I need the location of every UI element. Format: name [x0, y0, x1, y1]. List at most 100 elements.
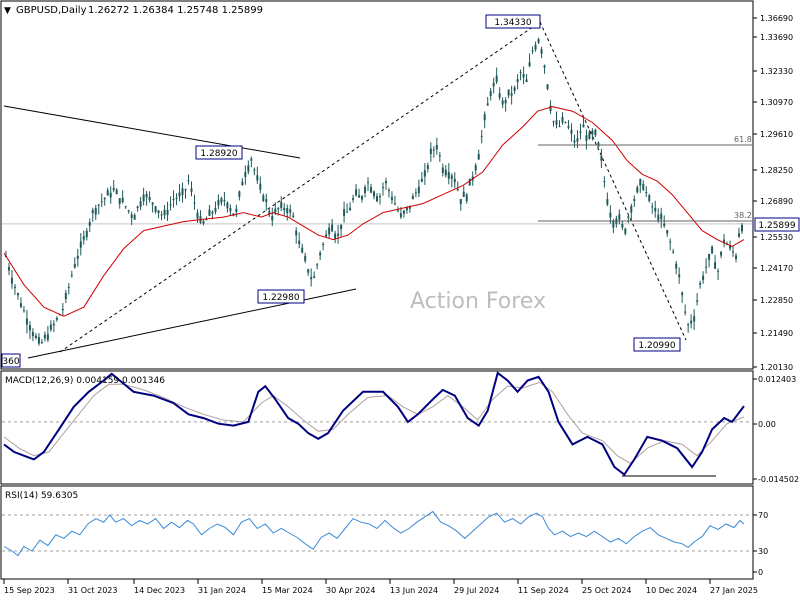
candle-body [600, 156, 603, 161]
price-label: 360 [2, 357, 19, 367]
candle-body [450, 175, 453, 179]
candle-body [286, 208, 289, 214]
candle-body [723, 239, 726, 243]
date-tick-label: 30 Apr 2024 [326, 586, 375, 595]
candle-body [40, 342, 43, 344]
candle-body [684, 311, 687, 313]
candle-body [19, 303, 22, 307]
candle-body [289, 209, 292, 213]
rsi-line [3, 510, 745, 557]
candle-body [73, 263, 76, 268]
price-label: 1.28920 [200, 149, 237, 159]
candle-body [121, 197, 124, 203]
candle-body [702, 275, 705, 281]
candle-body [337, 233, 340, 236]
macd-signal-line [3, 381, 745, 464]
candle-body [657, 214, 660, 221]
candle-body [435, 145, 438, 150]
candle-body [226, 202, 229, 209]
candle-body [543, 65, 546, 68]
price-tick-label: 1.28250 [760, 166, 793, 175]
candle-body [82, 236, 85, 240]
trendlines [3, 21, 687, 359]
upper-trendline [3, 105, 301, 159]
candle-body [268, 211, 271, 215]
candle-body [250, 158, 253, 161]
price-annotations: 1.34330 1.28920 1.22980 1.20990 1.25899 360 [1, 14, 800, 368]
candle-body [711, 246, 714, 254]
rsi-tick-label: 70 [758, 511, 768, 520]
date-tick-label: 14 Dec 2023 [134, 586, 185, 595]
date-x-axis: 15 Sep 2023 31 Oct 2023 14 Dec 2023 31 Jan … [3, 579, 758, 595]
date-tick-label: 31 Oct 2023 [68, 586, 117, 595]
date-tick-label: 15 Sep 2023 [4, 586, 55, 595]
candle-body [462, 191, 465, 197]
candle-body [307, 269, 310, 273]
candle-body [55, 317, 58, 320]
candle-body [262, 195, 265, 201]
date-tick-label: 29 Jul 2024 [454, 586, 499, 595]
candle-body [588, 132, 591, 140]
candle-body [429, 148, 432, 155]
macd-title: MACD(12,26,9) 0.004159 0.001346 [5, 376, 165, 386]
candle-body [283, 208, 286, 211]
candle-body [220, 198, 223, 203]
candle-body [106, 190, 109, 196]
candle-body [22, 310, 25, 312]
candle-body [618, 214, 621, 220]
candle-body [507, 89, 510, 96]
candle-body [163, 209, 166, 216]
candle-body [480, 136, 483, 138]
candle-body [127, 210, 130, 212]
rsi-y-axis: 70 30 0 [753, 511, 768, 577]
candle-body [370, 187, 373, 193]
candle-body [567, 125, 570, 128]
candle-body [94, 208, 97, 215]
price-label-box [1, 353, 21, 368]
candle-body [346, 211, 349, 213]
candle-body [178, 192, 181, 197]
candle-body [43, 334, 46, 339]
candle-body [591, 130, 594, 135]
candle-body [37, 337, 40, 344]
candle-body [417, 186, 420, 194]
candle-body [115, 189, 118, 195]
candle-body [151, 202, 154, 205]
candle-body [205, 219, 208, 221]
chart-header-arrow: ▼ [4, 6, 11, 16]
candle-body [675, 263, 678, 269]
price-label-box [257, 289, 305, 304]
candle-body [175, 197, 178, 199]
candle-body [681, 292, 684, 296]
candle-body [244, 172, 247, 178]
candle-body [453, 178, 456, 183]
candle-body [52, 323, 55, 326]
date-tick-label: 15 Mar 2024 [262, 586, 313, 595]
date-tick-label: 11 Sep 2024 [518, 586, 569, 595]
candle-body [160, 214, 163, 216]
candle-body [432, 149, 435, 151]
candle-body [633, 199, 636, 202]
macd-tick-label: 0.012403 [758, 375, 796, 384]
candle-body [373, 191, 375, 197]
candle-body [456, 188, 459, 191]
candle-body [319, 252, 322, 256]
rally-dashed-line [59, 21, 541, 353]
candle-body [516, 79, 519, 82]
candle-body [34, 335, 37, 338]
candle-body [660, 213, 663, 220]
candle-body [636, 187, 639, 193]
candle-body [28, 325, 31, 331]
candle-body [735, 255, 738, 259]
candle-body [145, 194, 148, 198]
candle-body [130, 214, 133, 219]
candle-body [387, 190, 390, 192]
candle-body [367, 182, 370, 184]
candle-body [510, 93, 513, 96]
candle-body [582, 124, 585, 128]
candle-body [229, 208, 232, 212]
rsi-tick-label: 30 [758, 547, 768, 556]
candle-body [717, 271, 720, 273]
candle-body [31, 331, 34, 337]
candle-body [720, 251, 723, 256]
